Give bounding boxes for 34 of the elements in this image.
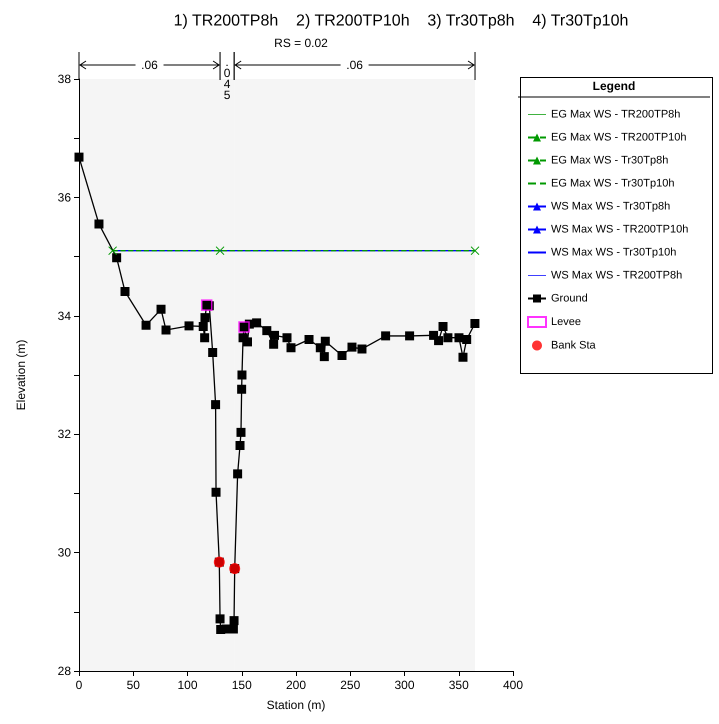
x-tick-label: 0 [76, 678, 83, 692]
x-axis-title: Station (m) [266, 698, 326, 712]
x-tick-label: 150 [232, 678, 252, 692]
x-tick-label: 100 [177, 678, 198, 692]
legend-label: Ground [551, 292, 588, 304]
legend-title: Legend [592, 79, 636, 93]
band-label: .045 [224, 55, 231, 102]
x-tick-label: 50 [126, 678, 140, 692]
legend-label: WS Max WS - Tr30Tp10h [551, 246, 676, 258]
x-tick-label: 300 [394, 678, 415, 692]
legend-label: Levee [551, 316, 581, 328]
legend-label: Bank Sta [551, 340, 597, 352]
y-tick-label: 28 [58, 664, 72, 678]
chart-subtitle: RS = 0.02 [274, 36, 328, 50]
legend-label: EG Max WS - Tr30Tp10h [551, 178, 674, 190]
x-tick-label: 250 [340, 678, 361, 692]
y-tick-label: 36 [58, 190, 72, 204]
legend-label: EG Max WS - Tr30Tp8h [551, 154, 668, 166]
chart-title: 1) TR200TP8h 2) TR200TP10h 3) Tr30Tp8h 4) Tr30Tp10h [174, 12, 628, 30]
legend-label: WS Max WS - TR200TP10h [551, 224, 688, 236]
legend-label: EG Max WS - TR200TP10h [551, 132, 687, 144]
legend-label: .06 [141, 58, 158, 72]
y-tick-label: 30 [58, 546, 72, 560]
band-label: .06 [346, 58, 364, 72]
y-tick-label: 38 [58, 72, 72, 86]
legend-label: WS Max WS - Tr30Tp8h [551, 200, 670, 212]
y-tick-label: 34 [58, 308, 72, 323]
y-axis-title: Elevation (m) [14, 340, 28, 410]
legend-label: WS Max WS - TR200TP8h [551, 270, 682, 282]
x-tick-label: 400 [502, 678, 524, 692]
x-tick-label: 350 [448, 678, 470, 692]
legend-label: EG Max WS - TR200TP8h [551, 108, 680, 120]
y-tick-label: 32 [58, 427, 72, 442]
x-tick-label: 200 [286, 678, 306, 692]
